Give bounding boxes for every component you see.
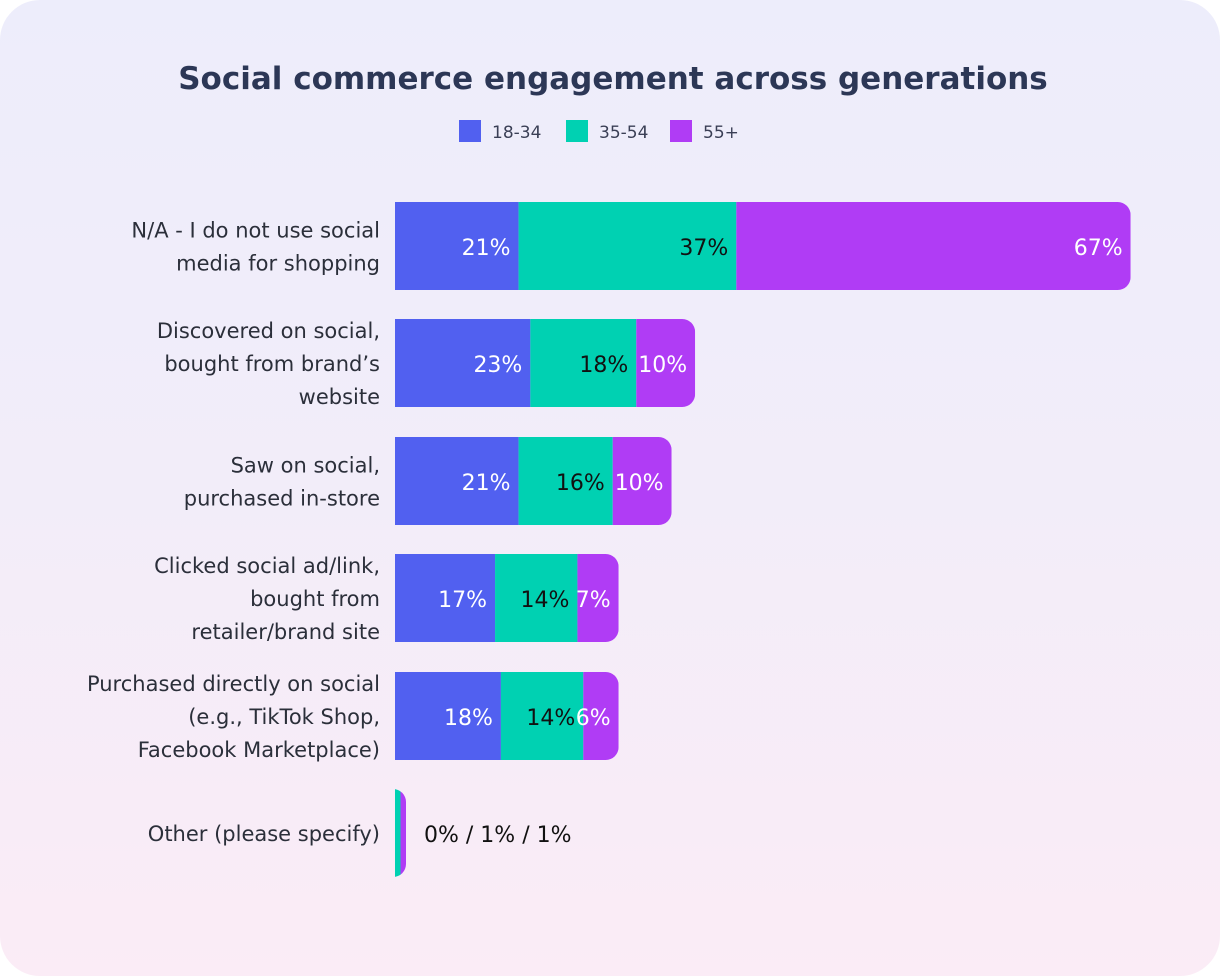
bar-segment-55+ [577, 554, 619, 642]
chart-title: Social commerce engagement across genera… [178, 61, 1048, 97]
data-label: 16% [556, 471, 605, 496]
bar-row: Discovered on social, bought from brand’s… [157, 319, 696, 409]
data-label: 10% [615, 471, 664, 496]
bar-row: Clicked social ad/link, bought from retail… [154, 554, 619, 644]
legend-swatch-55+ [670, 120, 692, 142]
data-label: 37% [679, 236, 728, 261]
bar-segment-35-54 [518, 202, 737, 290]
legend-label-35-54: 35-54 [599, 123, 648, 143]
legend-swatch-18-34 [459, 120, 481, 142]
legend: 18-34 35-54 55+ [459, 120, 739, 143]
bar-row: Saw on social, purchased in-store 21% 16% 10… [184, 437, 672, 525]
category-label: (e.g., TikTok Shop, [188, 705, 380, 729]
bar-segment-35-54 [395, 789, 401, 877]
bar-segment-55+ [736, 202, 1131, 290]
data-label: 67% [1074, 236, 1123, 261]
bar-segment-35-54 [500, 672, 584, 760]
category-label: bought from brand’s [164, 352, 380, 376]
legend-swatch-35-54 [566, 120, 588, 142]
data-label: 17% [438, 588, 487, 613]
category-label: bought from [250, 587, 380, 611]
bar-segment-18-34 [395, 437, 519, 525]
category-label: purchased in-store [184, 487, 380, 511]
data-label: 21% [462, 471, 511, 496]
category-label: media for shopping [176, 252, 380, 276]
bar-segment-35-54 [495, 554, 578, 642]
data-label: 10% [638, 353, 687, 378]
bar-segment-55+ [612, 437, 672, 525]
bar-segment-55+ [636, 319, 696, 407]
bars: N/A - I do not use social media for shopp… [87, 202, 1131, 877]
category-label: Saw on social, [231, 454, 380, 478]
bar-row: Other (please specify) 0% / 1% / 1% [148, 789, 572, 877]
data-label: 7% [576, 588, 611, 613]
bar-segment-18-34 [395, 202, 519, 290]
data-label: 6% [576, 706, 611, 731]
legend-label-18-34: 18-34 [492, 123, 541, 143]
category-label: N/A - I do not use social [131, 219, 380, 243]
category-label: Discovered on social, [157, 319, 380, 343]
data-label: 21% [462, 236, 511, 261]
legend-label-55+: 55+ [703, 123, 739, 143]
data-label: 23% [473, 353, 522, 378]
category-label: retailer/brand site [191, 620, 380, 644]
bar-segment-35-54 [530, 319, 637, 407]
bar-segment-55+ [583, 672, 619, 760]
data-label: 18% [579, 353, 628, 378]
bar-segment-35-54 [518, 437, 613, 525]
data-label-other: 0% / 1% / 1% [424, 823, 572, 848]
category-label: website [299, 385, 380, 409]
bar-row: N/A - I do not use social media for shopp… [131, 202, 1131, 290]
category-label: Facebook Marketplace) [138, 738, 380, 762]
bar-segment-18-34 [395, 672, 501, 760]
category-label: Clicked social ad/link, [154, 554, 380, 578]
bar-segment-18-34 [395, 319, 531, 407]
bar-segment-18-34 [395, 554, 496, 642]
data-label: 14% [521, 588, 570, 613]
bar-row: Purchased directly on social (e.g., TikTo… [87, 672, 619, 762]
category-label: Purchased directly on social [87, 672, 380, 696]
category-label: Other (please specify) [148, 822, 380, 846]
data-label: 14% [526, 706, 575, 731]
data-label: 18% [444, 706, 493, 731]
bar-segment-55+ [400, 789, 406, 877]
